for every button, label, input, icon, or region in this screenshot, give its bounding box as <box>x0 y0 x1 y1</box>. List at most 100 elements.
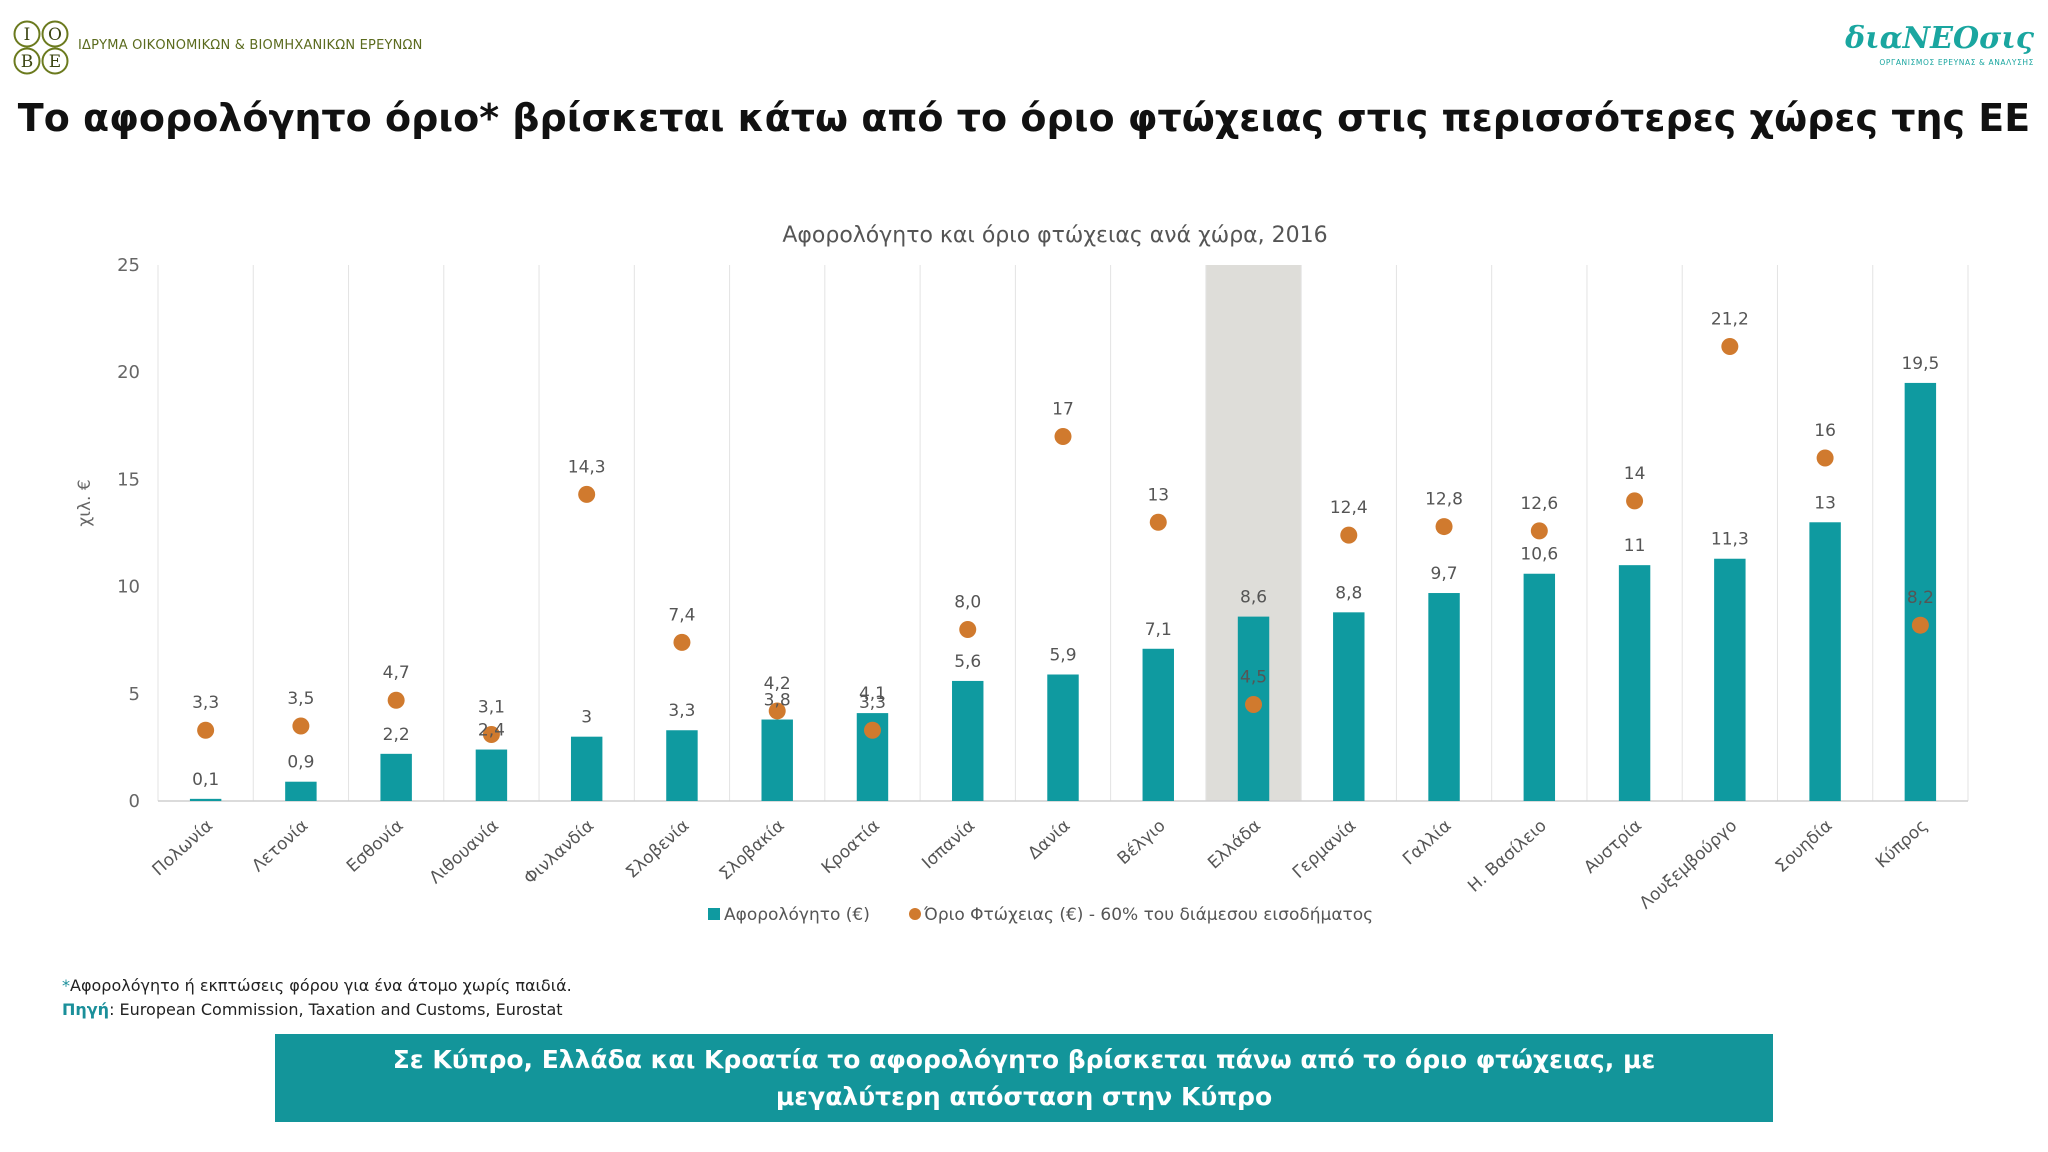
point-label-9: 17 <box>1052 400 1074 420</box>
x-tick-label: Κροατία <box>818 816 884 878</box>
x-tick-label: Πολωνία <box>149 816 217 880</box>
dianeosis-brand: διαΝΕΟσις <box>1845 21 2034 56</box>
point-label-11: 4,5 <box>1240 668 1267 688</box>
bar-8 <box>952 680 984 801</box>
x-tick-label: Εσθονία <box>343 816 407 877</box>
bar-label-0: 0,1 <box>192 770 219 790</box>
point-label-12: 12,4 <box>1330 498 1368 518</box>
bar-label-12: 8,8 <box>1335 583 1362 603</box>
bar-16 <box>1714 558 1746 801</box>
point-2 <box>387 691 405 709</box>
bar-label-1: 0,9 <box>287 753 314 773</box>
x-tick-label: Ελλάδα <box>1204 816 1265 873</box>
point-4 <box>578 485 596 503</box>
chart: Αφορολόγητο και όριο φτώχειας ανά χώρα, … <box>75 223 1969 925</box>
bar-label-14: 10,6 <box>1520 545 1558 565</box>
x-tick-label: Ισπανία <box>918 816 979 873</box>
point-15 <box>1626 492 1644 510</box>
y-tick-label: 0 <box>129 791 140 812</box>
bar-label-9: 5,9 <box>1049 646 1076 666</box>
point-label-5: 7,4 <box>668 605 695 625</box>
bar-label-17: 13 <box>1814 493 1836 513</box>
legend-bar-label: Αφορολόγητο (€) <box>724 905 870 925</box>
bar-18 <box>1904 382 1937 801</box>
x-tick-label: Σλοβακία <box>716 816 789 885</box>
bar-label-13: 9,7 <box>1431 564 1458 584</box>
bar-6 <box>761 719 793 801</box>
x-tick-label: Βέλγιο <box>1114 816 1170 869</box>
bar-3 <box>475 749 508 801</box>
bar-9 <box>1047 674 1079 801</box>
bar-4 <box>570 736 603 801</box>
bar-label-2: 2,2 <box>383 725 410 745</box>
point-16 <box>1721 337 1739 355</box>
iobe-logo-letter: Ο <box>48 25 62 45</box>
bar-15 <box>1618 565 1651 801</box>
footnote: *Αφορολόγητο ή εκπτώσεις φόρου για ένα ά… <box>62 974 572 1022</box>
iobe-logo: Ι Ο Β Ε <box>13 20 69 75</box>
bar-1 <box>285 781 317 801</box>
footnote-star: * <box>62 976 70 995</box>
point-14 <box>1530 522 1548 540</box>
point-17 <box>1816 449 1834 467</box>
bar-label-11: 8,6 <box>1240 588 1267 608</box>
legend-bar-swatch <box>708 908 720 920</box>
x-tick-label: Λιθουανία <box>426 816 503 888</box>
legend-point-label: Όριο Φτώχειας (€) - 60% του διάμεσου εισ… <box>923 905 1373 925</box>
bar-2 <box>380 753 412 801</box>
y-tick-label: 10 <box>117 577 140 598</box>
bar-label-3: 2,4 <box>478 721 505 741</box>
y-axis-label: χιλ. € <box>75 479 95 526</box>
point-label-4: 14,3 <box>568 457 606 477</box>
bar-0 <box>189 798 222 801</box>
x-tick-label: Λετονία <box>248 816 312 876</box>
bar-14 <box>1523 573 1556 801</box>
x-tick-label: Γαλλία <box>1399 816 1455 870</box>
bar-label-6: 3,8 <box>764 691 791 711</box>
point-label-8: 8,0 <box>954 592 981 612</box>
point-label-13: 12,8 <box>1425 490 1463 510</box>
bar-label-15: 11 <box>1624 536 1646 556</box>
point-7 <box>863 721 881 739</box>
point-label-10: 13 <box>1147 485 1169 505</box>
point-8 <box>959 620 977 638</box>
y-tick-label: 25 <box>117 255 140 276</box>
x-tick-label: Σουηδία <box>1772 816 1837 877</box>
point-label-6: 4,2 <box>764 674 791 694</box>
bar-12 <box>1333 612 1365 801</box>
header: Ι Ο Β Ε ΙΔΡΥΜΑ ΟΙΚΟΝΟΜΙΚΩΝ & ΒΙΟΜΗΧΑΝΙΚΩ… <box>0 0 2048 80</box>
bar-10 <box>1142 648 1174 801</box>
bar-label-7: 4,1 <box>859 684 886 704</box>
point-label-18: 8,2 <box>1907 588 1934 608</box>
bar-17 <box>1809 522 1841 801</box>
bar-label-16: 11,3 <box>1711 530 1749 550</box>
x-tick-label: Αυστρία <box>1580 816 1646 878</box>
y-tick-label: 15 <box>117 469 140 490</box>
point-label-0: 3,3 <box>192 693 219 713</box>
point-9 <box>1054 428 1072 446</box>
point-11 <box>1245 696 1263 714</box>
iobe-logo-letter: Ι <box>24 25 31 45</box>
point-18 <box>1911 616 1929 634</box>
x-tick-label: Γερμανία <box>1289 816 1360 883</box>
dianeosis-tagline: ΟΡΓΑΝΙΣΜΟΣ ΕΡΕΥΝΑΣ & ΑΝΑΛΥΣΗΣ <box>1879 58 2034 67</box>
point-0 <box>197 721 215 739</box>
point-label-15: 14 <box>1624 464 1646 484</box>
point-10 <box>1149 513 1167 531</box>
conclusion-banner: Σε Κύπρο, Ελλάδα και Κροατία το αφορολόγ… <box>275 1034 1773 1122</box>
bar-label-4: 3 <box>581 708 592 728</box>
point-label-1: 3,5 <box>287 689 314 709</box>
x-tick-label: Κύπρος <box>1872 816 1932 873</box>
x-tick-label: Φινλανδία <box>520 816 598 889</box>
y-tick-label: 20 <box>117 362 140 383</box>
bar-5 <box>666 730 698 801</box>
y-tick-label: 5 <box>129 684 140 705</box>
point-5 <box>673 633 691 651</box>
source-label: Πηγή <box>62 1000 110 1019</box>
source-text: : European Commission, Taxation and Cust… <box>109 1000 563 1019</box>
footnote-text: Αφορολόγητο ή εκπτώσεις φόρου για ένα άτ… <box>70 976 572 995</box>
point-13 <box>1435 518 1453 536</box>
point-3 <box>482 726 500 744</box>
x-tick-label: Λουξεμβούργο <box>1636 816 1741 914</box>
x-tick-label: Δανία <box>1024 816 1074 864</box>
